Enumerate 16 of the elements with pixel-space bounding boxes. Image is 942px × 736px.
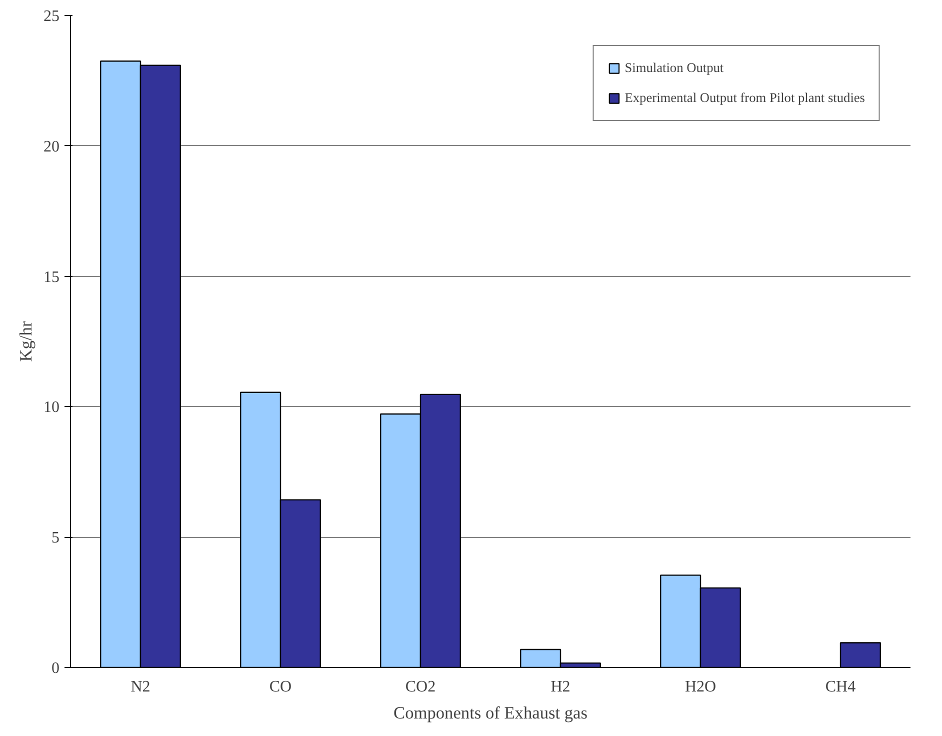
x-tick-label: N2 [130,678,150,696]
y-tick-label: 0 [52,660,60,677]
y-axis-title: Kg/hr [16,321,36,362]
legend-label: Simulation Output [624,60,724,76]
x-tick-label: H2O [684,678,716,696]
y-tick-label: 25 [44,8,60,25]
x-axis-title: Components of Exhaust gas [394,704,588,722]
y-tick-label: 10 [44,399,60,416]
x-tick-label: CH4 [825,678,856,696]
legend-label: Experimental Output from Pilot plant studies [624,90,865,106]
y-tick-label: 15 [44,268,60,286]
x-tick-label: H2 [550,678,570,696]
x-tick-label: CO2 [405,678,436,696]
y-tick-label: 5 [52,530,60,547]
x-tick-label: CO [269,678,292,696]
y-tick-label: 20 [44,138,60,156]
